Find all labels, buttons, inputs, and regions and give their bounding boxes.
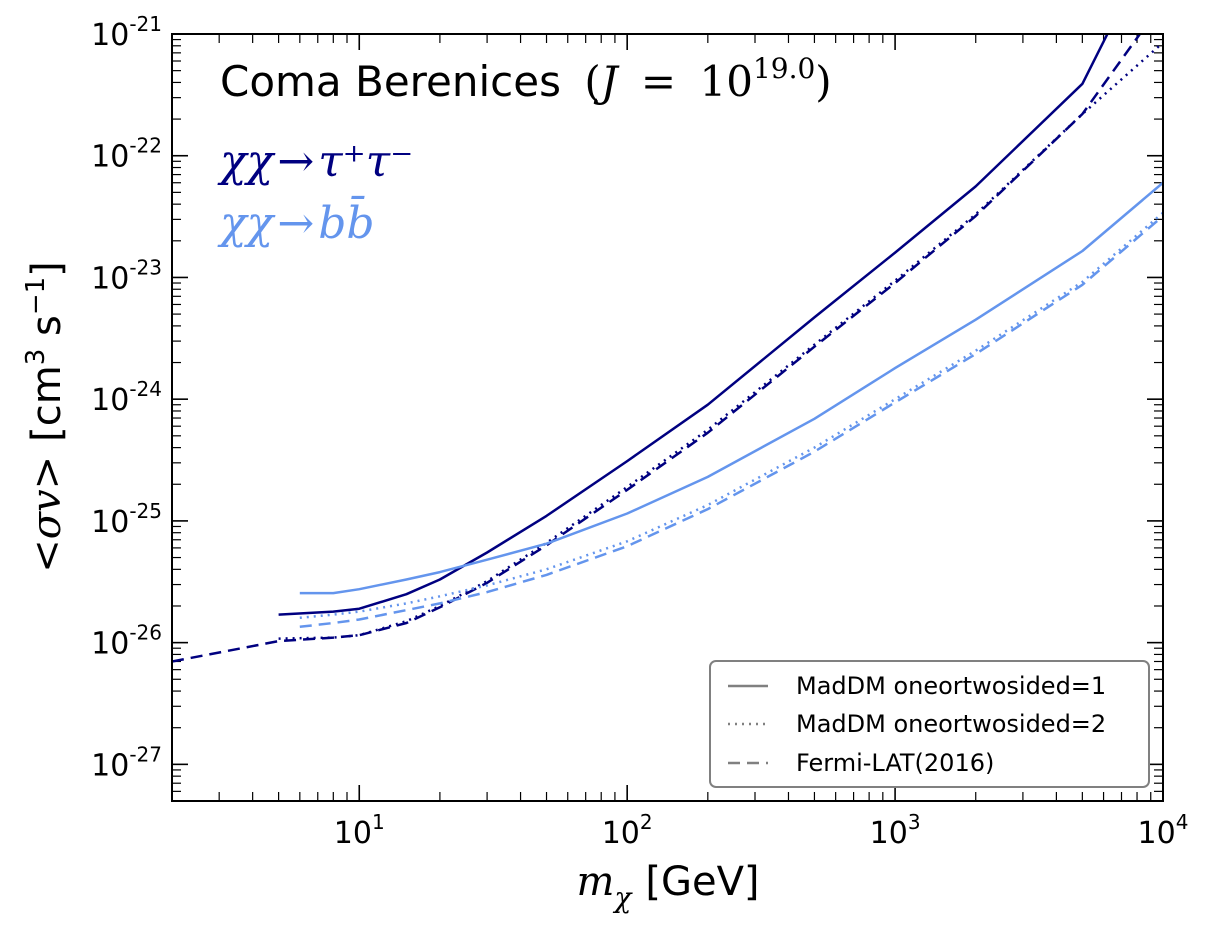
- y-label-unit-exp2: −1: [21, 277, 51, 315]
- x-tick-exp: 3: [908, 810, 921, 834]
- channel-bb-right: bb̄: [318, 194, 374, 249]
- plot-frame: [171, 33, 1164, 802]
- title-j-suffix: ): [815, 57, 831, 106]
- y-tick-base: 10: [91, 261, 129, 296]
- channel-tau-arrow: →: [277, 136, 314, 187]
- x-tick-label: 102: [602, 810, 653, 851]
- legend-frame: [709, 660, 1150, 788]
- legend: MadDM oneortwosided=1 MadDM oneortwoside…: [709, 660, 1150, 788]
- x-tick-labels: 101 102 103 104: [334, 810, 1189, 851]
- y-axis-label: <σv> [cm3 s−1]: [21, 261, 70, 573]
- y-tick-exp: -27: [129, 742, 162, 766]
- x-tick-base: 10: [602, 816, 640, 851]
- legend-label-dashed: Fermi-LAT(2016): [796, 749, 994, 777]
- y-tick-exp: -23: [129, 255, 162, 279]
- x-label-sub: χ: [612, 881, 633, 914]
- y-tick-base: 10: [91, 505, 129, 540]
- y-tick-exp: -24: [129, 377, 162, 401]
- x-tick-label: 104: [1138, 810, 1189, 851]
- y-tick-label: 10-24: [91, 377, 162, 418]
- x-tick-base: 10: [870, 816, 908, 851]
- x-axis-label: mχ [GeV]: [576, 859, 759, 914]
- x-tick-exp: 1: [372, 810, 385, 834]
- x-tick-base: 10: [334, 816, 372, 851]
- y-tick-base: 10: [91, 18, 129, 53]
- y-label-math: <σv>: [24, 456, 70, 573]
- y-tick-exp: -25: [129, 499, 162, 523]
- minor-ticks: [171, 34, 1163, 802]
- series-line-tau-solid: [278, 34, 1109, 616]
- y-tick-base: 10: [91, 383, 129, 418]
- series-layer: [172, 34, 1163, 663]
- y-tick-label: 10-22: [91, 134, 162, 175]
- series-line-bb-dashed: [299, 215, 1163, 629]
- legend-label-dotted: MadDM oneortwosided=2: [796, 710, 1106, 738]
- y-tick-label: 10-23: [91, 255, 162, 296]
- x-tick-label: 103: [870, 810, 921, 851]
- x-tick-base: 10: [1138, 816, 1176, 851]
- channel-tau-right: τ⁺τ⁻: [318, 136, 413, 187]
- y-tick-label: 10-27: [91, 742, 162, 783]
- y-tick-exp: -21: [129, 12, 162, 36]
- y-tick-base: 10: [91, 748, 129, 783]
- x-tick-label: 101: [334, 810, 385, 851]
- legend-label-solid: MadDM oneortwosided=1: [796, 672, 1106, 700]
- y-tick-exp: -26: [129, 621, 162, 645]
- channel-bb-left: χχ: [217, 198, 276, 249]
- y-label-unit-a: [cm: [24, 365, 70, 442]
- y-tick-exp: -22: [129, 134, 162, 158]
- y-tick-label: 10-25: [91, 499, 162, 540]
- title-j-eq: =: [641, 57, 676, 106]
- y-tick-base: 10: [91, 627, 129, 662]
- x-tick-exp: 4: [1176, 810, 1189, 834]
- title-j-base: 10: [699, 57, 752, 106]
- channel-tau-left: χχ: [217, 136, 276, 187]
- title-j-prefix: (: [584, 57, 600, 106]
- y-tick-label: 10-26: [91, 621, 162, 662]
- series-line-tau-dashed: [172, 34, 1141, 663]
- channel-label-bb: χχ→bb̄: [217, 194, 375, 249]
- y-tick-base: 10: [91, 140, 129, 175]
- y-label-unit-exp: 3: [21, 349, 51, 366]
- x-label-symbol: m: [576, 859, 614, 905]
- series-line-bb-solid: [299, 181, 1163, 595]
- title-j-exp: 19.0: [753, 52, 815, 85]
- chart-title: Coma Berenices (J = 1019.0): [220, 52, 832, 106]
- title-name: Coma Berenices: [220, 57, 561, 106]
- y-label-unit-c: ]: [24, 261, 70, 277]
- y-tick-label: 10-21: [91, 12, 162, 53]
- y-label-unit-b: s: [24, 315, 70, 349]
- x-tick-exp: 2: [640, 810, 653, 834]
- channel-bb-arrow: →: [277, 198, 314, 249]
- x-label-unit: [GeV]: [645, 859, 759, 905]
- channel-label-tau: χχ→τ⁺τ⁻: [217, 136, 413, 187]
- series-line-bb-dotted: [299, 211, 1163, 620]
